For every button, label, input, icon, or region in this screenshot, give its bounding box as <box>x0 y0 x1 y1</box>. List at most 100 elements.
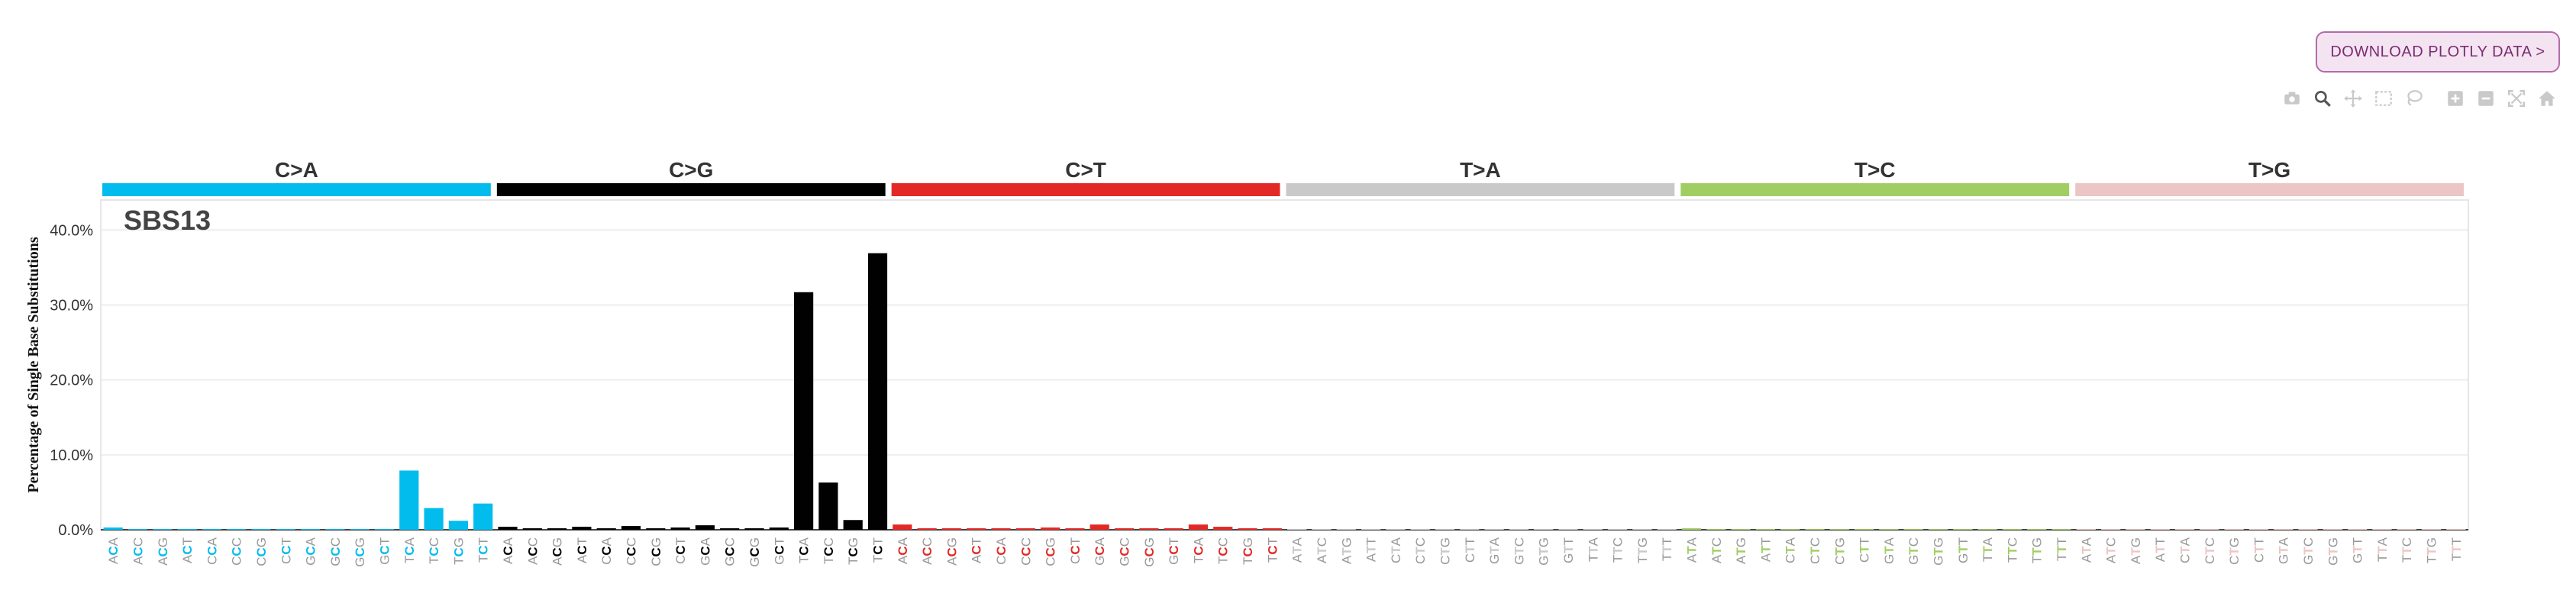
bar[interactable] <box>498 527 518 530</box>
bar[interactable] <box>695 525 715 530</box>
bar[interactable] <box>2372 529 2392 530</box>
bar[interactable] <box>621 526 641 530</box>
bar[interactable] <box>128 529 148 530</box>
camera-icon[interactable] <box>2279 85 2305 111</box>
bar[interactable] <box>720 528 740 530</box>
bar[interactable] <box>1607 529 1628 530</box>
bar[interactable] <box>2027 529 2047 530</box>
bar[interactable] <box>670 527 690 530</box>
bar[interactable] <box>2397 529 2416 530</box>
bar[interactable] <box>251 529 271 530</box>
bar[interactable] <box>374 529 395 530</box>
bar[interactable] <box>1262 528 1282 530</box>
bar[interactable] <box>1065 528 1085 530</box>
bar[interactable] <box>424 508 444 530</box>
bar[interactable] <box>325 529 345 530</box>
bar[interactable] <box>227 529 247 530</box>
bar[interactable] <box>276 529 295 530</box>
bar[interactable] <box>1164 528 1183 530</box>
bar[interactable] <box>1460 529 1480 530</box>
bar[interactable] <box>2051 529 2071 530</box>
bar[interactable] <box>1755 529 1775 530</box>
bar[interactable] <box>1238 528 1257 530</box>
bar[interactable] <box>1879 529 1899 530</box>
bar[interactable] <box>1015 528 1035 530</box>
bar[interactable] <box>1805 529 1825 530</box>
bar[interactable] <box>572 527 592 530</box>
bar[interactable] <box>1213 527 1233 530</box>
bar[interactable] <box>473 503 493 530</box>
bar[interactable] <box>202 529 221 530</box>
bar[interactable] <box>1780 529 1800 530</box>
bar[interactable] <box>350 529 370 530</box>
bar[interactable] <box>2200 529 2219 530</box>
bar[interactable] <box>646 528 666 530</box>
bar[interactable] <box>2224 529 2244 530</box>
bar[interactable] <box>2248 529 2269 530</box>
lasso-select-icon[interactable] <box>2401 85 2427 111</box>
bar[interactable] <box>1558 529 1578 530</box>
bar[interactable] <box>300 529 321 530</box>
bar[interactable] <box>1632 529 1652 530</box>
bar[interactable] <box>991 528 1011 530</box>
bar[interactable] <box>103 527 123 530</box>
bar[interactable] <box>1287 529 1307 530</box>
bar[interactable] <box>1188 524 1209 530</box>
bar[interactable] <box>967 528 986 530</box>
bar[interactable] <box>1681 528 1702 530</box>
bar[interactable] <box>2076 529 2096 530</box>
bar[interactable] <box>399 470 419 530</box>
bar[interactable] <box>1386 529 1406 530</box>
bar[interactable] <box>448 521 468 530</box>
bar[interactable] <box>794 292 814 530</box>
bar[interactable] <box>1731 529 1751 530</box>
bar[interactable] <box>818 482 838 530</box>
bar[interactable] <box>1928 529 1948 530</box>
bar[interactable] <box>744 528 764 530</box>
bar[interactable] <box>1435 529 1455 530</box>
bar[interactable] <box>843 520 863 530</box>
bar[interactable] <box>1829 529 1849 530</box>
bar[interactable] <box>2274 529 2294 530</box>
bar[interactable] <box>2348 529 2368 530</box>
bar[interactable] <box>153 529 173 530</box>
bar[interactable] <box>1509 529 1528 530</box>
bar[interactable] <box>2446 529 2466 530</box>
bar[interactable] <box>1041 527 1060 530</box>
bar[interactable] <box>1336 529 1356 530</box>
download-plotly-data-button[interactable]: DOWNLOAD PLOTLY DATA > <box>2316 31 2560 73</box>
bar[interactable] <box>2101 529 2121 530</box>
bar[interactable] <box>893 524 912 530</box>
pan-icon[interactable] <box>2340 85 2366 111</box>
bar[interactable] <box>1855 529 1874 530</box>
bar[interactable] <box>1114 528 1135 530</box>
zoom-out-icon[interactable] <box>2473 85 2499 111</box>
bar[interactable] <box>1657 529 1677 530</box>
autoscale-icon[interactable] <box>2503 85 2529 111</box>
bar[interactable] <box>1410 529 1430 530</box>
bar[interactable] <box>917 528 937 530</box>
bar[interactable] <box>2126 529 2145 530</box>
bar[interactable] <box>867 253 888 530</box>
bar[interactable] <box>1089 524 1109 530</box>
bar[interactable] <box>1953 529 1973 530</box>
bar[interactable] <box>177 529 197 530</box>
bar[interactable] <box>1484 529 1504 530</box>
bar[interactable] <box>1534 529 1554 530</box>
bar[interactable] <box>941 528 962 530</box>
bar[interactable] <box>2174 529 2195 530</box>
bar[interactable] <box>2150 529 2170 530</box>
home-icon[interactable] <box>2534 85 2560 111</box>
bar[interactable] <box>2002 529 2022 530</box>
bar[interactable] <box>1312 529 1332 530</box>
bar[interactable] <box>596 528 616 530</box>
bar[interactable] <box>1977 529 1997 530</box>
bar[interactable] <box>1903 529 1923 530</box>
bar[interactable] <box>522 528 542 530</box>
bar[interactable] <box>2421 529 2442 530</box>
bar[interactable] <box>1139 528 1159 530</box>
zoom-icon[interactable] <box>2310 85 2336 111</box>
bar[interactable] <box>2323 529 2342 530</box>
bar[interactable] <box>769 527 789 530</box>
zoom-in-icon[interactable] <box>2442 85 2468 111</box>
